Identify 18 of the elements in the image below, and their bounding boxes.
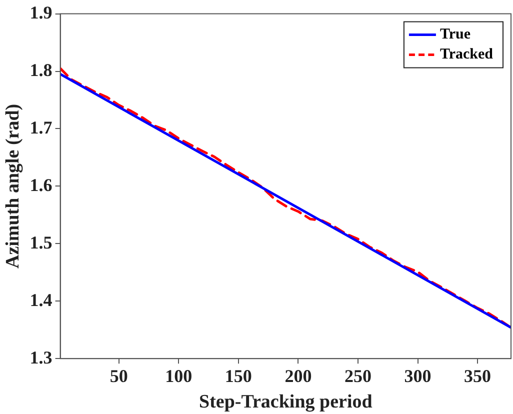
- y-tick-label: 1.7: [30, 117, 52, 138]
- y-axis-title: Azimuth angle (rad): [2, 104, 24, 269]
- x-tick-label: 350: [464, 366, 492, 386]
- x-tick-label: 50: [110, 366, 128, 386]
- y-tick-label: 1.4: [30, 290, 52, 310]
- x-tick-label: 100: [165, 366, 192, 386]
- x-tick-label: 250: [344, 366, 372, 386]
- x-tick-label: 150: [224, 366, 252, 386]
- y-tick-label: 1.8: [30, 60, 52, 80]
- legend-label: Tracked: [440, 46, 494, 63]
- legend-label: True: [440, 26, 471, 43]
- x-tick-label: 200: [284, 366, 312, 386]
- y-tick-label: 1.9: [30, 2, 52, 22]
- y-tick-label: 1.5: [30, 232, 52, 252]
- x-tick-label: 300: [404, 366, 432, 386]
- x-axis-title: Step-Tracking period: [199, 392, 373, 413]
- y-tick-label: 1.6: [30, 174, 52, 195]
- y-tick-label: 1.3: [30, 347, 52, 368]
